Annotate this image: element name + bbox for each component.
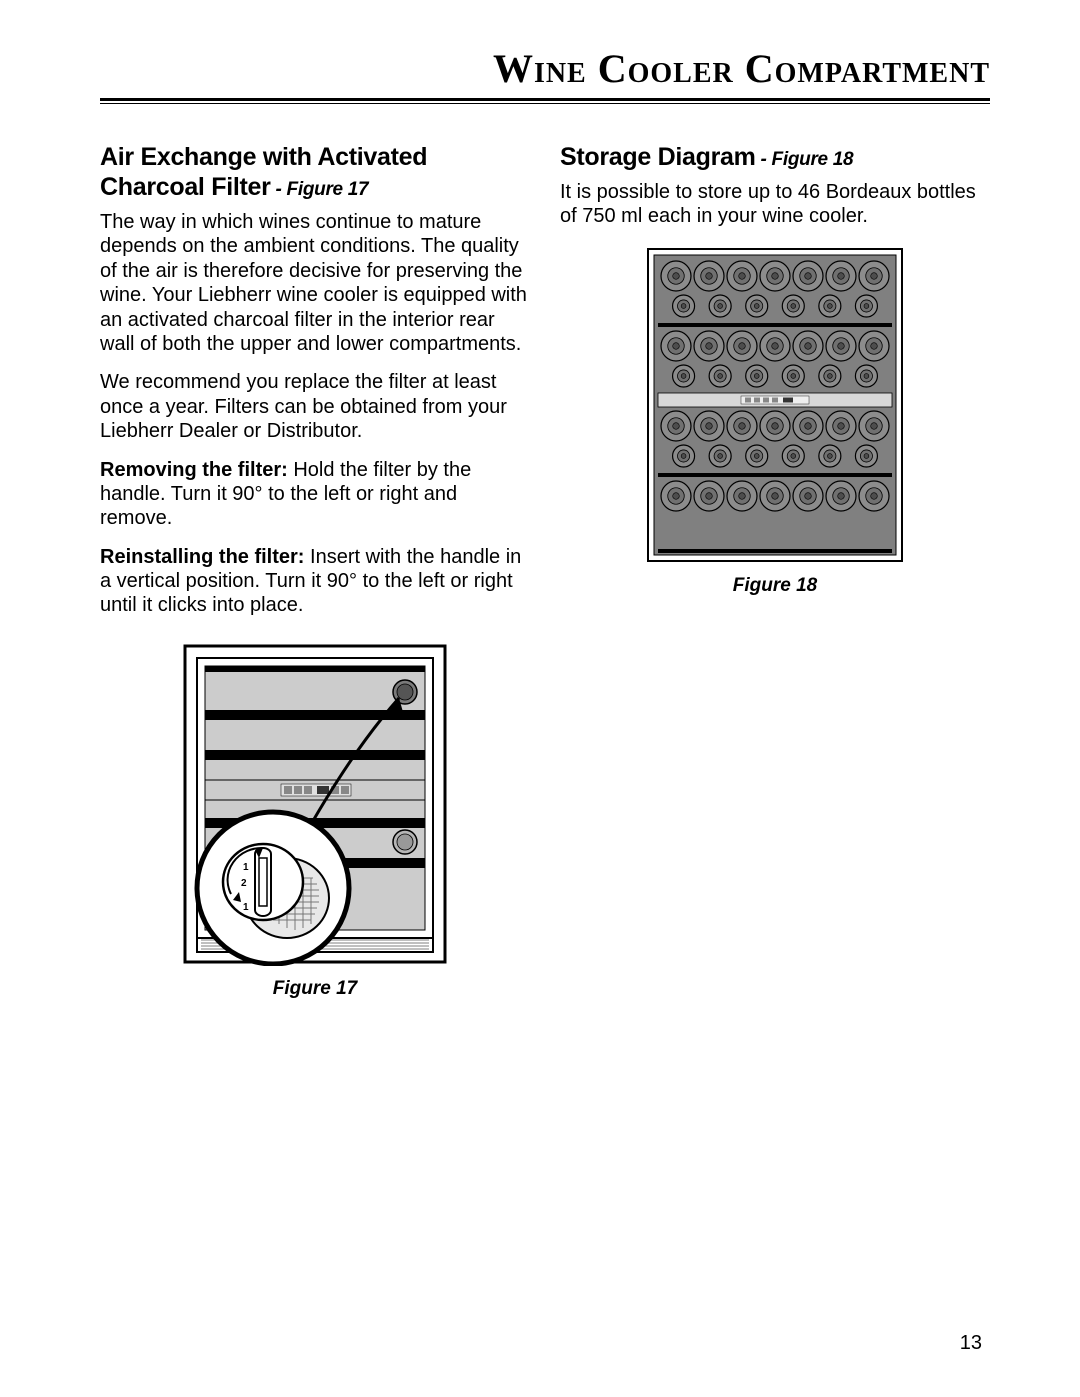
right-heading-text: Storage Diagram xyxy=(560,143,756,171)
right-heading-figref: - Figure 18 xyxy=(756,149,854,170)
figure-18-illustration xyxy=(646,247,904,563)
figure-18-caption: Figure 18 xyxy=(560,575,990,597)
left-p3-bold: Removing the filter: xyxy=(100,459,288,481)
left-p4-bold: Reinstalling the filter: xyxy=(100,546,304,568)
left-heading-text: Air Exchange with Activated Charcoal Fil… xyxy=(100,143,427,201)
left-heading: Air Exchange with Activated Charcoal Fil… xyxy=(100,142,530,202)
svg-text:2: 2 xyxy=(241,878,247,889)
left-column: Air Exchange with Activated Charcoal Fil… xyxy=(100,142,530,1000)
right-p1: It is possible to store up to 46 Bordeau… xyxy=(560,180,990,229)
figure-17-illustration: 1 2 1 xyxy=(181,642,449,966)
left-heading-figref: - Figure 17 xyxy=(271,179,369,200)
content-columns: Air Exchange with Activated Charcoal Fil… xyxy=(100,142,990,1000)
page-title: Wine Cooler Compartment xyxy=(100,45,990,92)
right-heading: Storage Diagram - Figure 18 xyxy=(560,142,990,172)
figure-18-wrap: Figure 18 xyxy=(560,247,990,597)
svg-text:1: 1 xyxy=(243,902,249,913)
svg-text:1: 1 xyxy=(243,862,249,873)
figure-17-wrap: 1 2 1 Figure 17 xyxy=(100,642,530,1000)
left-p1: The way in which wines continue to matur… xyxy=(100,210,530,356)
right-column: Storage Diagram - Figure 18 It is possib… xyxy=(560,142,990,1000)
figure-17-caption: Figure 17 xyxy=(100,978,530,1000)
left-p2: We recommend you replace the filter at l… xyxy=(100,370,530,443)
page-number: 13 xyxy=(960,1332,982,1355)
title-rule-thick xyxy=(100,98,990,101)
left-p3: Removing the filter: Hold the filter by … xyxy=(100,458,530,531)
left-p4: Reinstalling the filter: Insert with the… xyxy=(100,545,530,618)
title-rule-thin xyxy=(100,103,990,104)
